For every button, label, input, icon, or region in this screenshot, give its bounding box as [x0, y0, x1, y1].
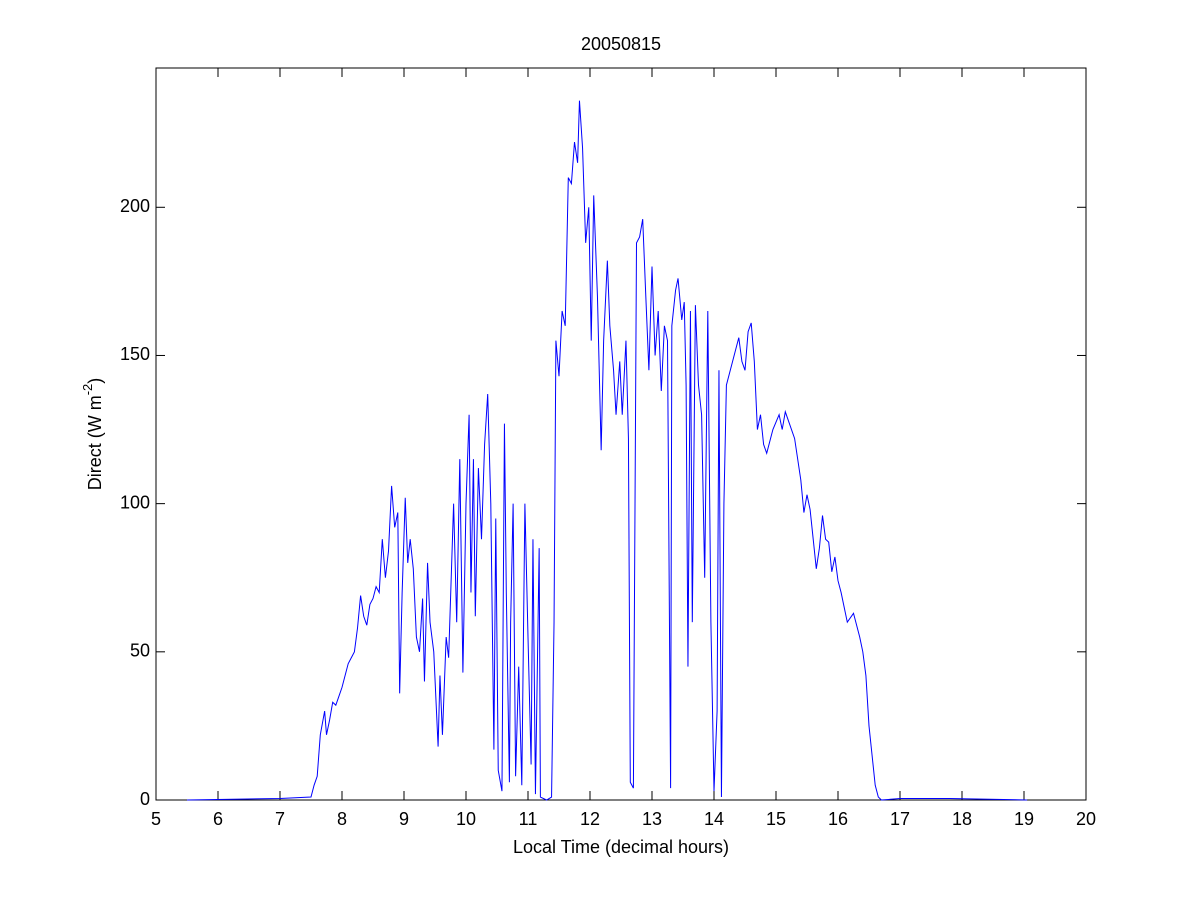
y-label-end: ): [85, 378, 105, 384]
y-label-sup: -2: [80, 384, 95, 396]
x-tick-label: 6: [213, 809, 223, 829]
x-axis-label: Local Time (decimal hours): [513, 837, 729, 857]
x-tick-label: 7: [275, 809, 285, 829]
y-tick-label: 150: [120, 344, 150, 364]
y-tick-label: 50: [130, 641, 150, 661]
x-tick-label: 17: [890, 809, 910, 829]
y-tick-label: 200: [120, 196, 150, 216]
x-tick-label: 16: [828, 809, 848, 829]
data-line: [186, 100, 1028, 801]
y-axis-label: Direct (W m-2): [80, 378, 104, 491]
x-tick-label: 10: [456, 809, 476, 829]
x-tick-label: 15: [766, 809, 786, 829]
x-tick-label: 14: [704, 809, 724, 829]
plot-area: [155, 67, 1087, 801]
y-tick-label: 0: [140, 789, 150, 809]
x-tick-label: 5: [151, 809, 161, 829]
x-tick-label: 19: [1014, 809, 1034, 829]
x-tick-label: 12: [580, 809, 600, 829]
x-tick-label: 18: [952, 809, 972, 829]
y-label-main: Direct (W m: [85, 395, 105, 490]
x-tick-label: 13: [642, 809, 662, 829]
x-tick-label: 20: [1076, 809, 1096, 829]
x-tick-label: 8: [337, 809, 347, 829]
x-tick-label: 9: [399, 809, 409, 829]
y-tick-label: 100: [120, 492, 150, 512]
x-tick-label: 11: [519, 809, 538, 829]
chart-title: 20050815: [581, 34, 661, 54]
